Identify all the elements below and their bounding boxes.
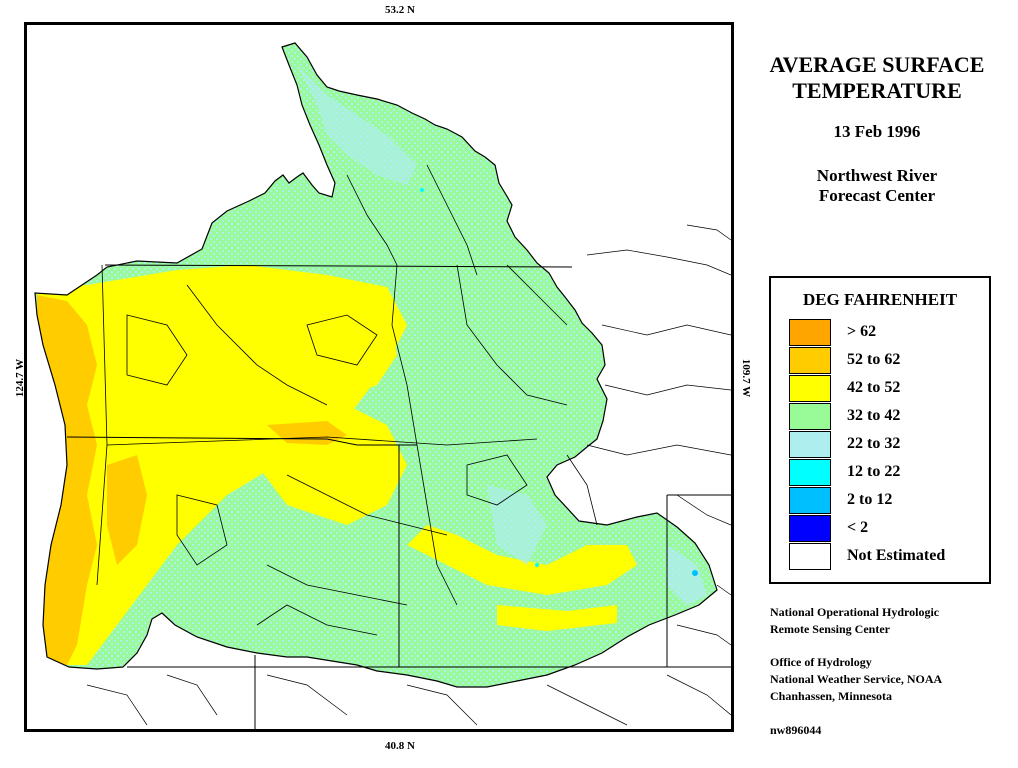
office-line-1: Office of Hydrology [770, 655, 872, 669]
org-line-2: Remote Sensing Center [770, 622, 890, 636]
legend-swatch [789, 347, 831, 374]
legend-label: 32 to 42 [847, 407, 901, 424]
latitude-south-label: 40.8 N [385, 740, 415, 752]
legend-label: 2 to 12 [847, 491, 893, 508]
legend-swatch [789, 319, 831, 346]
legend-swatch [789, 515, 831, 542]
office-line-3: Chanhassen, Minnesota [770, 689, 893, 703]
outside-basins [86, 224, 731, 726]
legend-label: Not Estimated [847, 547, 946, 564]
office-line-2: National Weather Service, NOAA [770, 672, 943, 686]
map-date: 13 Feb 1996 [833, 122, 921, 141]
office-credit: Office of Hydrology National Weather Ser… [770, 654, 942, 705]
legend-item: 32 to 42 [789, 402, 979, 430]
legend-swatch [789, 403, 831, 430]
map-title: AVERAGE SURFACE TEMPERATURE [745, 52, 1009, 104]
legend-label: < 2 [847, 519, 869, 536]
legend-swatch [789, 459, 831, 486]
longitude-east-label: 109.7 W [740, 358, 752, 398]
legend-swatch [789, 375, 831, 402]
center-line-1: Northwest River [816, 166, 938, 185]
temperature-map [24, 22, 734, 732]
legend-swatch [789, 431, 831, 458]
temperature-fill [35, 43, 717, 687]
legend-swatch [789, 487, 831, 514]
product-id: nw896044 [770, 723, 822, 737]
forecast-center: Northwest River Forecast Center [745, 166, 1009, 206]
legend-label: 42 to 52 [847, 379, 901, 396]
temperature-legend: DEG FAHRENHEIT > 62 52 to 62 42 to 52 32… [769, 276, 991, 584]
legend-label: 12 to 22 [847, 463, 901, 480]
legend-label: 22 to 32 [847, 435, 901, 452]
legend-swatch [789, 543, 831, 570]
legend-item: < 2 [789, 514, 979, 542]
legend-item: 42 to 52 [789, 374, 979, 402]
legend-item: 2 to 12 [789, 486, 979, 514]
legend-title: DEG FAHRENHEIT [802, 290, 958, 309]
latitude-north-label: 53.2 N [385, 4, 415, 16]
legend-item: > 62 [789, 318, 979, 346]
state-borders [66, 264, 731, 729]
map-canvas [34, 42, 731, 729]
org-line-1: National Operational Hydrologic [770, 605, 940, 619]
title-line-2: TEMPERATURE [792, 78, 962, 103]
legend-item: 52 to 62 [789, 346, 979, 374]
nohrsc-credit: National Operational Hydrologic Remote S… [770, 604, 939, 638]
legend-item: 22 to 32 [789, 430, 979, 458]
center-line-2: Forecast Center [818, 186, 936, 205]
legend-label: > 62 [847, 323, 877, 340]
legend-label: 52 to 62 [847, 351, 901, 368]
title-line-1: AVERAGE SURFACE [769, 52, 985, 77]
legend-item: Not Estimated [789, 542, 979, 570]
legend-item: 12 to 22 [789, 458, 979, 486]
